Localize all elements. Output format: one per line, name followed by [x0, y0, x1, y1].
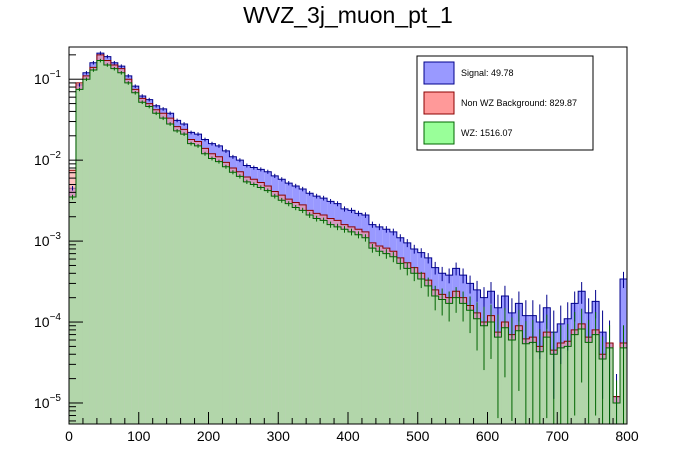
bin-wz [201, 153, 209, 424]
bin-wz [466, 310, 474, 424]
bin-wz [327, 224, 335, 424]
x-tick-label: 300 [267, 428, 291, 444]
bin-wz [250, 184, 258, 424]
x-tick-label: 200 [197, 428, 221, 444]
y-axis: 10−5 10−4 10−3 10−2 10−1 [34, 54, 83, 422]
bin-wz [159, 118, 167, 424]
bin-wz [348, 231, 355, 424]
legend: Signal: 49.78 Non WZ Background: 829.87 … [416, 55, 594, 151]
bin-wz [82, 79, 90, 424]
bin-wz [306, 215, 314, 424]
x-tick-label: 600 [476, 428, 500, 444]
step-outline-non-wz-background [68, 54, 628, 424]
y-tick-label: 10−1 [34, 69, 61, 87]
bin-wz [194, 145, 202, 424]
bin-wz [75, 89, 83, 424]
x-axis: 0 100 200 300 400 500 600 700 800 [65, 412, 639, 444]
bin-wz [278, 200, 286, 424]
bin-wz [417, 279, 425, 424]
bin-wz [354, 234, 362, 424]
bin-wz [403, 268, 411, 424]
error-bars [71, 51, 625, 424]
bin-wz [110, 68, 118, 424]
y-tick-label: 10−3 [34, 231, 61, 249]
bin-wz [313, 218, 321, 424]
bin-wz [103, 64, 111, 424]
x-tick-label: 700 [546, 428, 570, 444]
legend-swatch-wz [423, 121, 455, 145]
x-tick-label: 800 [615, 428, 639, 444]
bin-wz [138, 102, 146, 425]
bin-wz [368, 248, 376, 424]
bin-wz [459, 303, 467, 424]
y-tick-label: 10−5 [34, 393, 61, 411]
bin-wz [145, 106, 153, 425]
bin-wz [187, 143, 195, 424]
step-outline-wz [68, 60, 628, 424]
bin-wz [285, 203, 293, 424]
legend-swatch-signal [423, 61, 455, 85]
bin-wz [382, 253, 390, 424]
bin-wz [124, 82, 132, 424]
x-tick-label: 100 [127, 428, 151, 444]
bin-wz [236, 176, 244, 424]
x-tick-label: 400 [336, 428, 360, 444]
bin-wz [341, 229, 348, 424]
bin-wz [271, 196, 279, 424]
x-tick-label: 0 [65, 428, 73, 444]
bin-wz [257, 187, 265, 424]
bin-wz [361, 237, 369, 424]
bin-wz [396, 263, 404, 424]
bin-wz [222, 166, 230, 424]
legend-label-wz: WZ: 1516.07 [461, 128, 513, 138]
bin-wz [299, 210, 307, 424]
bin-wz [452, 297, 460, 424]
y-tick-label: 10−4 [34, 312, 61, 330]
bin-wz [480, 325, 488, 424]
bin-wz [292, 207, 300, 424]
bin-wz [438, 299, 446, 424]
bin-wz [166, 123, 174, 424]
bin-wz [89, 69, 97, 425]
bin-wz [445, 303, 453, 424]
bin-wz [69, 197, 76, 424]
bin-wz [96, 60, 104, 425]
bin-wz [410, 273, 418, 424]
histogram-layers [68, 52, 628, 425]
bin-wz [215, 161, 223, 425]
bin-wz [375, 251, 383, 424]
legend-label-signal: Signal: 49.78 [461, 68, 514, 78]
bin-wz [173, 130, 181, 424]
bin-wz [334, 226, 342, 424]
bin-wz [131, 92, 139, 425]
step-outline-signal [68, 52, 628, 424]
y-tick-label: 10−2 [34, 150, 61, 168]
bin-wz [431, 295, 439, 424]
bin-wz [487, 322, 495, 424]
bin-wz [229, 172, 237, 424]
x-tick-label: 500 [406, 428, 430, 444]
bin-wz [117, 72, 125, 425]
bin-wz [320, 220, 328, 424]
bin-wz [424, 285, 432, 424]
bin-wz [152, 113, 160, 424]
legend-swatch-non-wz-background [423, 91, 455, 115]
bin-wz [208, 158, 216, 424]
bin-wz [264, 190, 272, 424]
bin-wz [389, 256, 397, 424]
legend-label-non-wz-background: Non WZ Background: 829.87 [461, 98, 577, 108]
bin-wz [180, 134, 188, 425]
bin-wz [473, 318, 481, 424]
chart-title: WVZ_3j_muon_pt_1 [243, 2, 453, 28]
bin-wz [243, 181, 251, 424]
